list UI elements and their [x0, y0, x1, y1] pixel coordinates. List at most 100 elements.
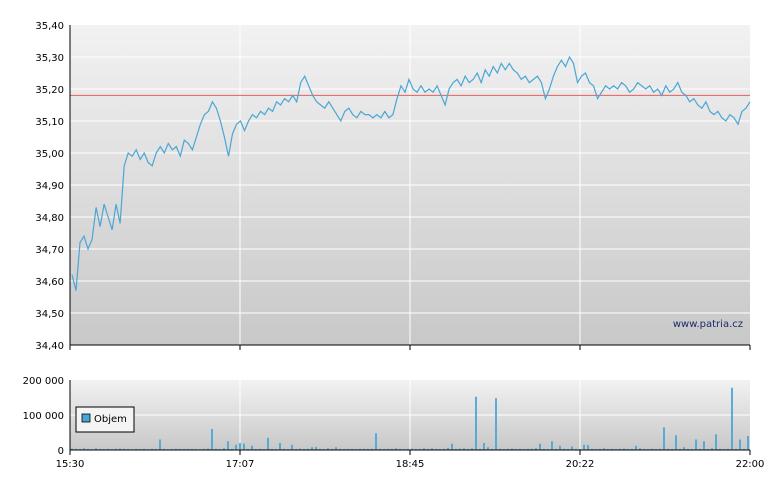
volume-bar — [391, 448, 393, 450]
volume-bar — [463, 448, 465, 451]
volume-bar — [631, 448, 633, 450]
volume-bar — [247, 448, 249, 450]
volume-bar — [395, 448, 397, 451]
volume-bar — [467, 448, 469, 450]
volume-bar — [539, 443, 541, 450]
volume-bar — [479, 448, 481, 450]
price-y-tick-label: 35,10 — [35, 117, 64, 128]
volume-bar — [119, 448, 121, 450]
volume-y-tick-label: 100 000 — [23, 411, 64, 422]
volume-bar — [143, 448, 145, 450]
volume-bar — [75, 448, 77, 450]
volume-bar — [211, 429, 213, 450]
volume-bar — [107, 448, 109, 450]
volume-bar — [135, 448, 137, 450]
volume-bar — [571, 446, 573, 450]
volume-bar — [163, 448, 165, 450]
legend-swatch — [81, 413, 91, 423]
volume-bar — [471, 448, 473, 450]
volume-bar — [727, 448, 729, 450]
x-tick-label: 17:07 — [226, 459, 255, 470]
volume-bar — [235, 444, 237, 451]
volume-bar — [507, 448, 509, 450]
volume-bar — [259, 448, 261, 450]
volume-bar — [531, 448, 533, 450]
price-y-tick-label: 34,80 — [35, 213, 64, 224]
volume-bar — [663, 427, 665, 451]
volume-bar — [399, 448, 401, 450]
x-tick-label: 18:45 — [396, 459, 425, 470]
volume-bar — [435, 448, 437, 450]
volume-bar — [491, 448, 493, 450]
volume-bar — [71, 448, 73, 450]
volume-bar — [739, 439, 741, 450]
volume-bar — [527, 448, 529, 450]
volume-bar — [427, 448, 429, 450]
price-y-tick-label: 35,40 — [35, 21, 64, 32]
volume-bar — [359, 448, 361, 450]
volume-y-tick-label: 0 — [58, 446, 64, 457]
volume-bar — [619, 448, 621, 450]
volume-bar — [583, 444, 585, 451]
volume-bar — [475, 396, 477, 450]
volume-bar — [555, 448, 557, 450]
volume-panel: 200 000 100 000 0 15:30 17:07 18:45 20:22 22:00… — [23, 376, 765, 470]
volume-bar — [283, 448, 285, 450]
volume-bar — [87, 448, 89, 450]
volume-bar — [575, 448, 577, 450]
volume-bar — [603, 448, 605, 451]
volume-bar — [423, 448, 425, 451]
volume-bar — [543, 448, 545, 450]
price-y-tick-label: 35,30 — [35, 53, 64, 64]
volume-bar — [431, 448, 433, 450]
volume-bar — [267, 437, 269, 451]
volume-bar — [95, 448, 97, 450]
volume-bar — [495, 398, 497, 450]
volume-bar — [187, 448, 189, 450]
price-y-tick-label: 35,00 — [35, 149, 64, 160]
volume-bar — [375, 433, 377, 450]
volume-bar — [387, 448, 389, 450]
volume-bar — [711, 448, 713, 451]
price-y-tick-label: 34,50 — [35, 309, 64, 320]
volume-bar — [731, 387, 733, 450]
volume-bar — [679, 448, 681, 450]
volume-bar — [159, 439, 161, 450]
volume-bar — [687, 448, 689, 450]
volume-bar — [695, 439, 697, 450]
volume-bar — [419, 448, 421, 450]
volume-bar — [599, 448, 601, 450]
volume-bar — [483, 443, 485, 450]
watermark-text: www.patria.cz — [673, 319, 743, 330]
volume-bar — [535, 448, 537, 451]
volume-bar — [231, 448, 233, 450]
legend-label: Objem — [94, 414, 127, 425]
volume-bar — [451, 443, 453, 450]
volume-y-tick-label: 200 000 — [23, 376, 64, 387]
volume-bar — [643, 448, 645, 450]
price-y-tick-label: 35,20 — [35, 85, 64, 96]
x-tick-label: 15:30 — [56, 459, 85, 470]
volume-bar — [591, 448, 593, 450]
volume-bar — [203, 448, 205, 450]
volume-bar — [299, 448, 301, 450]
volume-bar — [251, 445, 253, 450]
volume-bar — [239, 443, 241, 450]
volume-bar — [511, 448, 513, 450]
volume-bar — [715, 434, 717, 451]
volume-bar — [191, 448, 193, 450]
volume-bar — [719, 448, 721, 450]
volume-bar — [551, 441, 553, 451]
volume-legend: Objem — [75, 406, 135, 433]
price-series-line — [71, 55, 751, 291]
volume-bar — [743, 448, 745, 450]
price-y-tick-label: 34,60 — [35, 277, 64, 288]
volume-bar — [623, 448, 625, 450]
volume-bar — [563, 448, 565, 450]
volume-bar — [175, 448, 177, 450]
volume-bar — [319, 448, 321, 450]
volume-bar — [291, 444, 293, 451]
volume-bar — [339, 448, 341, 450]
volume-bar — [151, 448, 153, 450]
